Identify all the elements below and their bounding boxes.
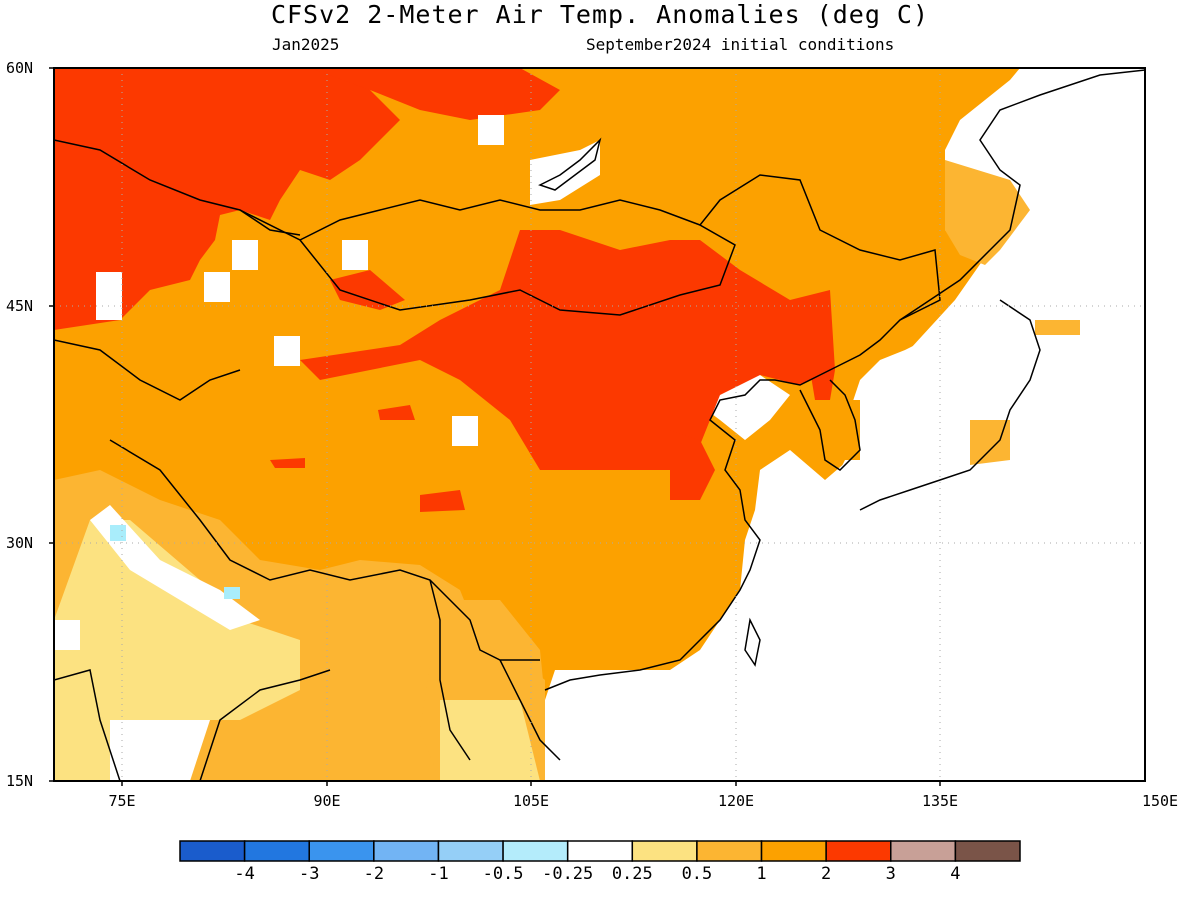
colorbar-swatch <box>243 840 310 862</box>
hokkaido-anomaly-0.5-1 <box>1035 320 1080 335</box>
colorbar-label: 3 <box>885 864 896 884</box>
colorbar-label: -4 <box>234 864 255 884</box>
lat-label-30n: 30N <box>6 534 34 552</box>
axis-ticks <box>49 67 941 786</box>
kazakhstan-anomaly-2-3 <box>54 68 400 330</box>
colorbar-swatch <box>890 840 957 862</box>
lon-label-105e: 105E <box>512 792 550 810</box>
lon-label-90e: 90E <box>313 792 341 810</box>
border-china-north <box>239 174 941 321</box>
tibet-anomaly-2-3-c <box>270 458 305 468</box>
colorbar-swatch <box>760 840 827 862</box>
west-china-anomaly-2-3 <box>330 270 405 310</box>
colorbar-swatch <box>179 840 246 862</box>
colorbar-swatch <box>825 840 892 862</box>
colorbar-swatch <box>437 840 504 862</box>
coastline-taiwan <box>744 617 761 667</box>
colorbar-label: 0.25 <box>611 864 653 884</box>
coastline-india <box>54 669 331 781</box>
lat-label-45n: 45N <box>6 297 34 315</box>
lon-label-150e: 150E <box>1141 792 1179 810</box>
lat-label-15n: 15N <box>6 772 34 790</box>
forecast-month: Jan2025 <box>272 35 340 54</box>
coastlines-and-borders <box>54 69 1145 781</box>
missing-data-square <box>452 416 478 446</box>
missing-data-square <box>96 272 122 320</box>
lake-baikal <box>538 137 602 191</box>
coastline-east-asia <box>544 69 1145 691</box>
north-india-near-normal <box>90 505 260 630</box>
initial-conditions-label: September2024 initial conditions <box>586 35 895 54</box>
colorbar-label: -0.25 <box>542 864 594 884</box>
colorbar <box>179 840 1021 862</box>
missing-data-square <box>478 115 504 145</box>
border-mongolia <box>299 199 701 241</box>
grid-lines <box>54 68 1145 781</box>
colorbar-label: -1 <box>428 864 449 884</box>
coastline-japan <box>859 299 1041 511</box>
japan-anomaly-0.5-1 <box>970 420 1010 465</box>
border-central-asia <box>54 339 241 401</box>
colorbar-swatch <box>696 840 763 862</box>
baikal-missing <box>530 140 600 205</box>
map-title: CFSv2 2-Meter Air Temp. Anomalies (deg C… <box>270 0 930 29</box>
colorbar-label: -3 <box>298 864 320 884</box>
south-india-near-normal <box>110 720 210 781</box>
korea-anomaly-1-2 <box>830 400 860 460</box>
map-frame <box>53 67 1146 782</box>
border-se-asia <box>429 579 561 761</box>
colorbar-label: 2 <box>821 864 832 884</box>
colorbar-label: 0.5 <box>681 864 713 884</box>
colorbar-swatch <box>954 840 1021 862</box>
colorbar-label: 1 <box>756 864 767 884</box>
colorbar-swatch <box>502 840 569 862</box>
missing-data-square <box>274 336 300 366</box>
cool-patch-1 <box>110 525 126 541</box>
missing-data-square <box>54 620 80 650</box>
ne-china-anomaly-0.5-1 <box>945 160 1030 265</box>
japan-sea-white <box>760 68 1145 781</box>
lat-label-60n: 60N <box>6 59 34 77</box>
missing-data-square <box>204 272 230 302</box>
anomaly-fields <box>54 68 1145 781</box>
central-china-anomaly-2-3 <box>670 430 715 500</box>
colorbar-swatch <box>631 840 698 862</box>
missing-data-square <box>342 240 368 270</box>
lon-label-120e: 120E <box>717 792 755 810</box>
missing-data-square <box>232 240 258 270</box>
burma-anomaly-0.25-0.5 <box>440 700 540 781</box>
colorbar-swatch <box>566 840 634 862</box>
cool-patch-2 <box>224 587 240 599</box>
colorbar-swatch <box>373 840 440 862</box>
india-anomaly-0.25-0.5 <box>54 520 300 781</box>
colorbar-label: -0.5 <box>482 864 524 884</box>
colorbar-label: 4 <box>950 864 961 884</box>
border-himalaya <box>109 439 540 661</box>
colorbar-label: -2 <box>363 864 385 884</box>
colorbar-swatch <box>308 840 375 862</box>
tibet-anomaly-2-3 <box>420 490 465 512</box>
coastline-korea <box>799 379 861 471</box>
siberia-anomaly-2-3 <box>310 68 560 120</box>
tibet-anomaly-2-3-b <box>378 405 415 420</box>
border-russia-kaz <box>54 139 301 236</box>
lon-label-75e: 75E <box>108 792 136 810</box>
lon-label-135e: 135E <box>921 792 959 810</box>
